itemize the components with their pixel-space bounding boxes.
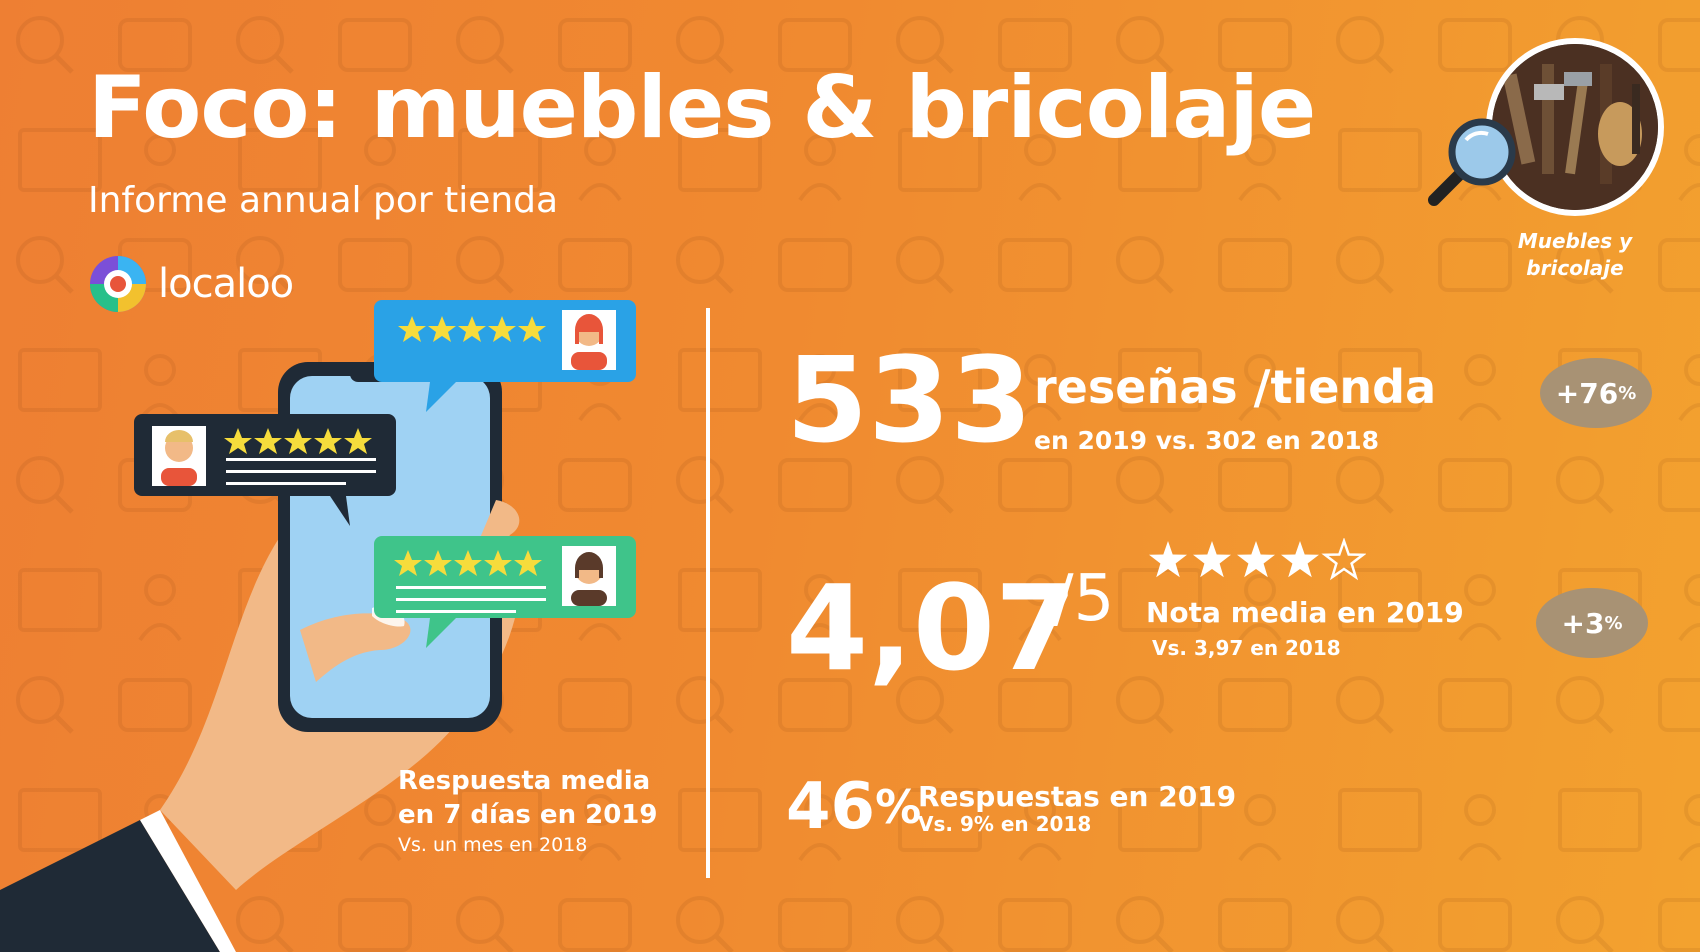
reviews-growth-badge: +76%: [1540, 358, 1652, 428]
star-filled-icon: [1193, 541, 1231, 578]
category-caption: Muebles y bricolaje: [1517, 229, 1633, 280]
star-filled-icon: [1149, 541, 1187, 578]
rating-sub: Vs. 3,97 en 2018: [1152, 636, 1341, 660]
tools-illustration: [1492, 44, 1658, 210]
star-filled-icon: [1237, 541, 1275, 578]
responses-label: Respuestas en 2019: [918, 780, 1237, 813]
page-subtitle: Informe annual por tienda: [88, 180, 559, 221]
reviews-label: reseñas /tienda: [1034, 360, 1437, 414]
responses-value: 46%: [786, 770, 922, 844]
rating-growth-badge: +3%: [1536, 588, 1648, 658]
category-photo: [1486, 38, 1664, 216]
reviews-value: 533: [786, 331, 1033, 469]
star-filled-icon: [1281, 541, 1319, 578]
reviews-sub: en 2019 vs. 302 en 2018: [1034, 426, 1380, 455]
rating-label: Nota media en 2019: [1146, 596, 1464, 629]
logo-text: localoo: [158, 261, 294, 307]
green-bubble-stars: [394, 550, 542, 576]
localoo-logo: localoo: [88, 254, 294, 314]
response-time-block: Respuesta media en 7 días en 2019 Vs. un…: [398, 764, 658, 858]
response-time-sub: Vs. un mes en 2018: [398, 834, 588, 856]
dark-bubble-stars: [224, 428, 372, 454]
response-time-line1: Respuesta media: [398, 766, 651, 796]
response-time-line2: en 7 días en 2019: [398, 800, 658, 830]
star-empty-icon: [1321, 538, 1366, 581]
rating-scale: /5: [1052, 562, 1115, 636]
responses-sub: Vs. 9% en 2018: [918, 812, 1092, 836]
rating-value: 4,07: [786, 559, 1078, 697]
page-title: Foco: muebles & bricolaje: [88, 58, 1316, 158]
rating-stars: [1149, 538, 1366, 581]
phone-reviews-illustration: [0, 300, 636, 952]
localoo-logo-icon: [90, 256, 146, 312]
vertical-divider: [706, 308, 710, 878]
blue-bubble-stars: [398, 316, 546, 342]
magnifier-icon: [1428, 118, 1516, 206]
